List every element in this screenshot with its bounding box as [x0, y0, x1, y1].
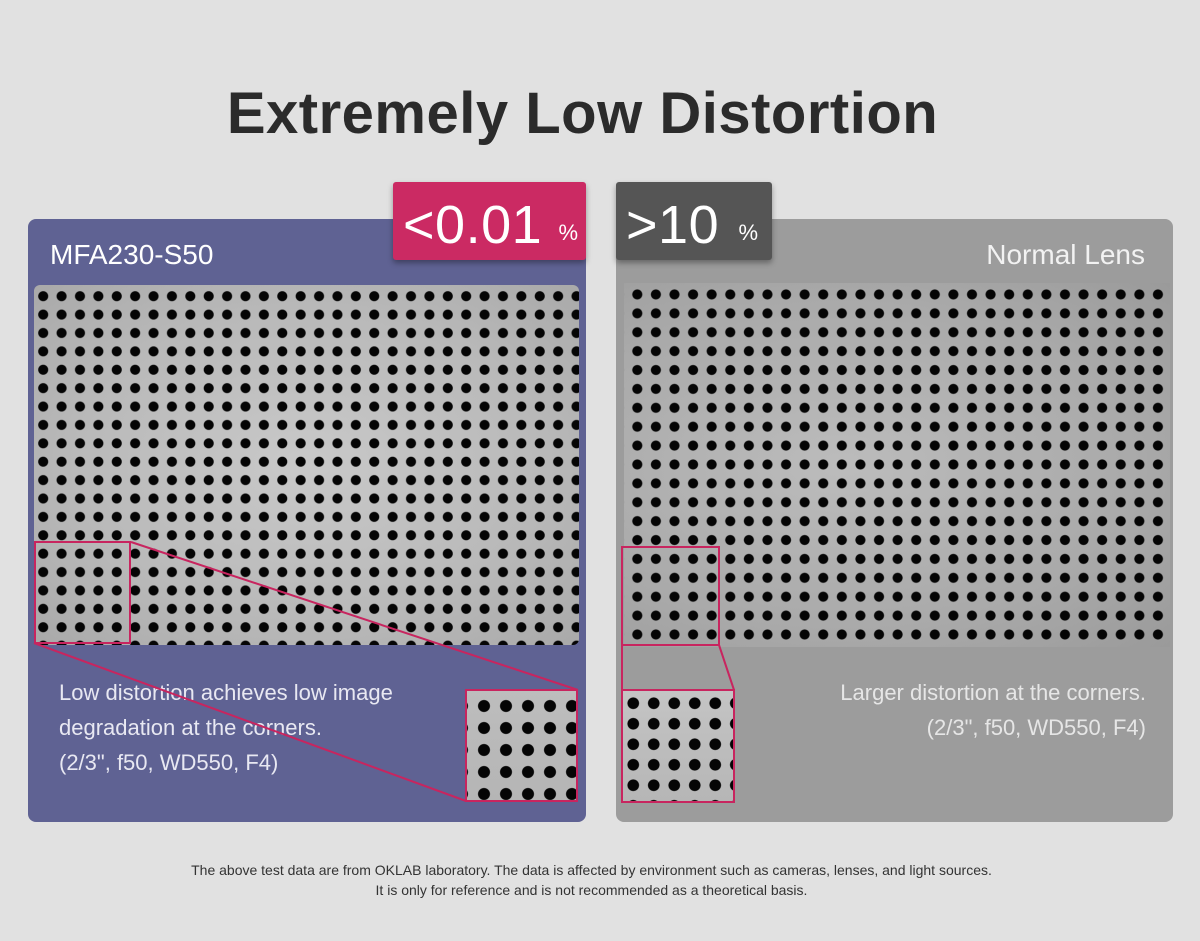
footnote-line: The above test data are from OKLAB labor…: [191, 862, 992, 878]
mfa230-description-line: Low distortion achieves low image: [59, 680, 393, 705]
mfa230-distortion-value: <0.01: [403, 195, 543, 255]
mfa230-description: Low distortion achieves low image degrad…: [59, 675, 459, 780]
mfa230-description-line: degradation at the corners.: [59, 715, 322, 740]
mfa230-corner-highlight: [34, 541, 131, 644]
footnote-line: It is only for reference and is not reco…: [375, 882, 808, 898]
normal-lens-label: Normal Lens: [986, 239, 1145, 270]
normal-lens-panel: Normal Lens Larger distortion at the cor…: [616, 219, 1173, 822]
normal-lens-dot-grid-image: [624, 283, 1170, 647]
normal-lens-distortion-unit: %: [738, 220, 758, 245]
normal-lens-corner-zoom: [621, 689, 735, 803]
mfa230-distortion-badge: <0.01 %: [393, 182, 586, 260]
mfa230-label: MFA230-S50: [50, 239, 214, 270]
normal-lens-distortion-value: >10: [626, 195, 720, 255]
normal-lens-distortion-badge: >10 %: [616, 182, 772, 260]
mfa230-corner-zoom: [465, 689, 578, 802]
page-title: Extremely Low Distortion: [226, 81, 939, 146]
normal-lens-description-line: (2/3", f50, WD550, F4): [926, 715, 1146, 740]
normal-lens-description-line: Larger distortion at the corners.: [840, 680, 1146, 705]
normal-lens-corner-highlight: [621, 546, 720, 646]
mfa230-distortion-unit: %: [558, 220, 578, 245]
normal-lens-description: Larger distortion at the corners. (2/3",…: [766, 675, 1146, 745]
mfa230-description-line: (2/3", f50, WD550, F4): [59, 750, 279, 775]
